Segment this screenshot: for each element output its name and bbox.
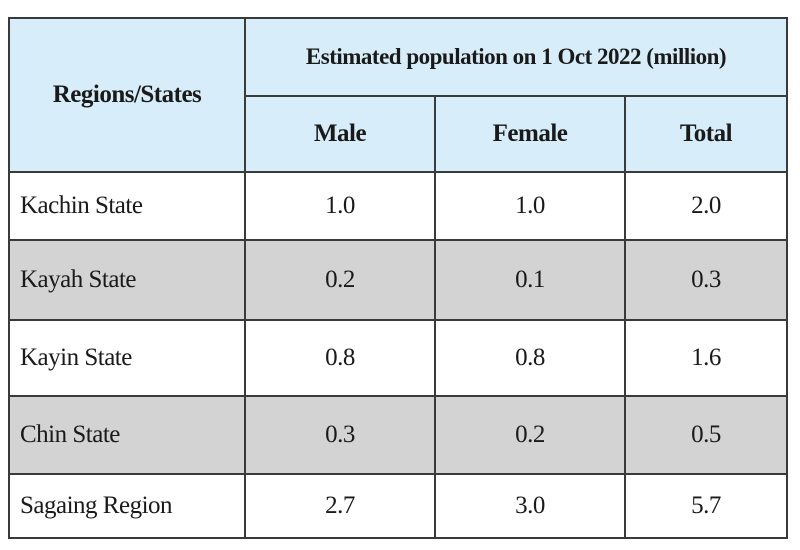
female-cell: 0.1 xyxy=(434,239,626,321)
male-cell: 1.0 xyxy=(244,171,436,241)
estimated-population-header: Estimated population on 1 Oct 2022 (mill… xyxy=(244,17,788,97)
total-cell: 1.6 xyxy=(624,319,788,397)
female-cell: 1.0 xyxy=(434,171,626,241)
total-column-header: Total xyxy=(624,95,788,173)
male-cell: 0.2 xyxy=(244,239,436,321)
region-name-cell: Sagaing Region xyxy=(8,473,246,539)
male-cell: 0.3 xyxy=(244,395,436,475)
table-row: Kachin State 1.0 1.0 2.0 xyxy=(8,171,788,241)
male-cell: 2.7 xyxy=(244,473,436,539)
female-cell: 3.0 xyxy=(434,473,626,539)
female-cell: 0.2 xyxy=(434,395,626,475)
total-cell: 0.5 xyxy=(624,395,788,475)
male-cell: 0.8 xyxy=(244,319,436,397)
region-name-cell: Kachin State xyxy=(8,171,246,241)
female-cell: 0.8 xyxy=(434,319,626,397)
female-column-header: Female xyxy=(434,95,626,173)
table-row: Kayah State 0.2 0.1 0.3 xyxy=(8,239,788,321)
total-cell: 2.0 xyxy=(624,171,788,241)
region-name-cell: Kayin State xyxy=(8,319,246,397)
region-name-cell: Chin State xyxy=(8,395,246,475)
region-name-cell: Kayah State xyxy=(8,239,246,321)
total-cell: 0.3 xyxy=(624,239,788,321)
table-row: Chin State 0.3 0.2 0.5 xyxy=(8,395,788,475)
male-column-header: Male xyxy=(244,95,436,173)
table-row: Kayin State 0.8 0.8 1.6 xyxy=(8,319,788,397)
table-row: Sagaing Region 2.7 3.0 5.7 xyxy=(8,473,788,539)
population-table: Regions/States Estimated population on 1… xyxy=(8,17,788,539)
total-cell: 5.7 xyxy=(624,473,788,539)
regions-states-header: Regions/States xyxy=(8,17,246,173)
population-table-container: Regions/States Estimated population on 1… xyxy=(8,17,788,539)
